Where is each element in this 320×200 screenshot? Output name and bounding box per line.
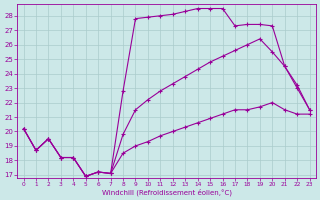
X-axis label: Windchill (Refroidissement éolien,°C): Windchill (Refroidissement éolien,°C) <box>101 188 232 196</box>
